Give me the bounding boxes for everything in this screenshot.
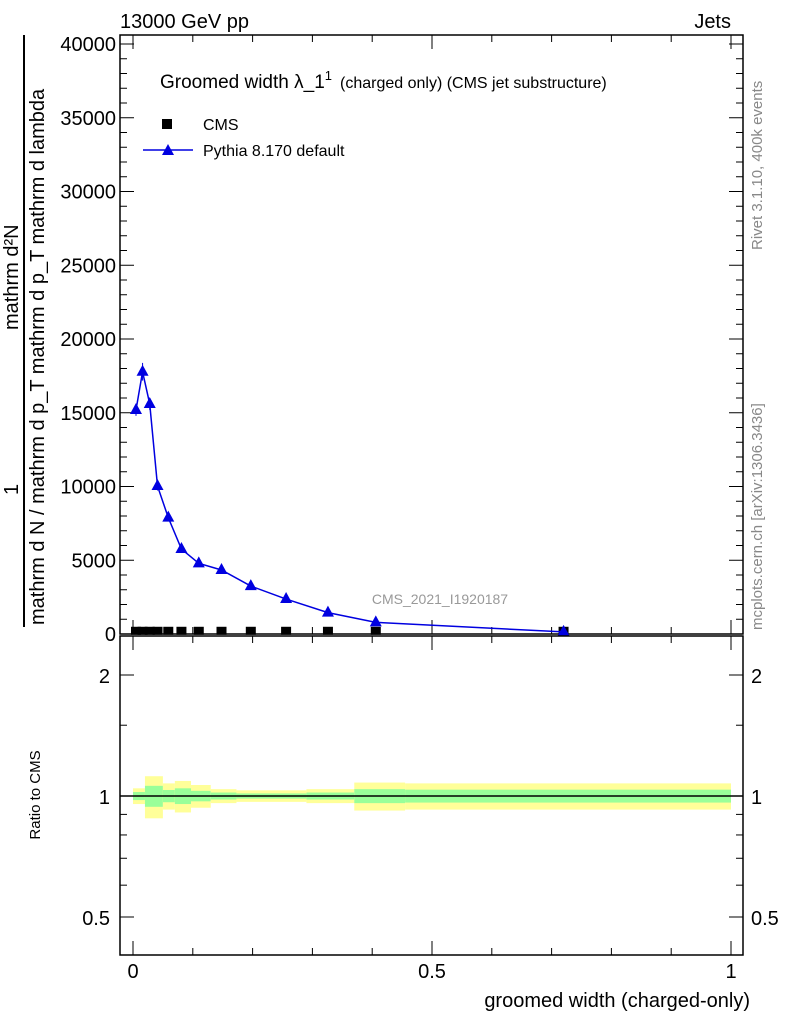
pythia-point — [369, 615, 382, 627]
y-tick-label: 30000 — [60, 182, 116, 204]
legend-cms: CMS — [203, 117, 239, 134]
watermark: CMS_2021_I1920187 — [372, 591, 508, 607]
y-tick-label: 0 — [105, 624, 116, 646]
y-tick-label: 15000 — [60, 403, 116, 425]
cms-point — [193, 626, 204, 635]
ylabel-den: mathrm d N / mathrm d p_T mathrm d p_T m… — [27, 88, 49, 625]
cms-point — [216, 626, 227, 635]
cms-point — [176, 626, 187, 635]
cms-point — [370, 626, 381, 635]
legend-pythia: Pythia 8.170 default — [203, 143, 345, 160]
cms-point — [163, 626, 174, 635]
pythia-point — [280, 592, 293, 604]
pythia-point — [192, 556, 205, 568]
cms-point — [152, 626, 163, 635]
cms-point — [137, 626, 148, 635]
pythia-point — [557, 624, 570, 636]
ratio-y-tick-label: 1 — [99, 787, 110, 809]
pythia-point — [321, 605, 334, 617]
ratio-y-tick-label-right: 1 — [751, 787, 762, 809]
cms-point — [130, 626, 141, 635]
ylabel-one: 1 — [1, 484, 23, 495]
pythia-point — [215, 562, 228, 574]
x-axis-label: groomed width (charged-only) — [484, 990, 750, 1012]
ratio-y-tick-label: 2 — [99, 666, 110, 688]
rivet-label: Rivet 3.1.10, 400k events — [749, 81, 766, 250]
y-tick-label: 10000 — [60, 477, 116, 499]
y-tick-label: 35000 — [60, 108, 116, 130]
mcplots-label: mcplots.cern.ch [arXiv:1306.3436] — [749, 403, 766, 630]
y-tick-label: 20000 — [60, 329, 116, 351]
x-tick-label: 1 — [725, 961, 736, 983]
cms-point — [144, 626, 155, 635]
pythia-point — [151, 479, 164, 491]
pythia-point — [136, 364, 149, 376]
ylabel-num: mathrm d²N — [1, 224, 23, 330]
legend-pythia-marker — [162, 144, 174, 155]
y-tick-label: 5000 — [72, 550, 117, 572]
y-tick-label: 40000 — [60, 34, 116, 56]
ratio-y-tick-label-right: 0.5 — [751, 908, 779, 930]
pythia-point — [143, 397, 156, 409]
cms-point — [322, 626, 333, 635]
x-tick-label: 0.5 — [418, 961, 446, 983]
cms-point — [281, 626, 292, 635]
pythia-point — [162, 510, 175, 522]
pythia-point — [244, 579, 257, 591]
x-tick-label: 0 — [127, 961, 138, 983]
header-right: Jets — [694, 11, 731, 33]
y-tick-label: 25000 — [60, 255, 116, 277]
pythia-point — [129, 402, 142, 414]
ratio-y-tick-label-right: 2 — [751, 666, 762, 688]
cms-point — [245, 626, 256, 635]
ratio-y-tick-label: 0.5 — [82, 908, 110, 930]
ratio-ylabel: Ratio to CMS — [27, 750, 44, 839]
pythia-point — [175, 542, 188, 554]
legend-cms-marker — [162, 119, 172, 129]
header-left: 13000 GeV pp — [120, 11, 249, 33]
chart-title: Groomed width λ_11 (charged only) (CMS je… — [160, 68, 607, 93]
